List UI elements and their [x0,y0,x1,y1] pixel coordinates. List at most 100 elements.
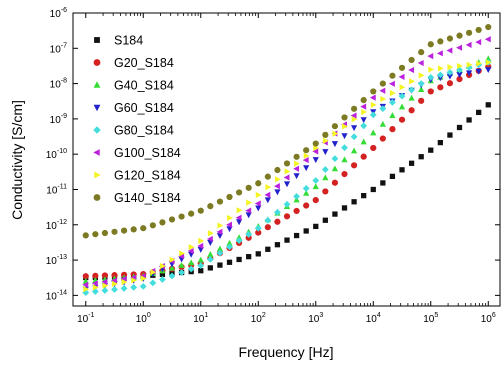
data-point [360,138,367,145]
data-point [235,237,243,245]
data-point [92,272,99,279]
data-point [235,189,243,196]
data-point [485,59,492,66]
data-point [216,228,223,235]
legend-marker [94,37,100,43]
data-point [313,223,319,230]
data-point [254,224,262,232]
data-point [226,243,233,251]
data-point [408,66,415,74]
data-point [465,70,473,77]
legend-label: G60_S184 [114,101,174,115]
data-point [408,107,415,114]
data-point [342,123,348,130]
data-point [111,286,118,293]
legend-label: G80_S184 [114,124,174,138]
data-point [476,109,482,116]
data-point [216,198,224,205]
data-point [217,222,224,229]
data-point [312,148,319,155]
data-point [331,123,339,130]
data-point [235,219,243,226]
data-point [389,126,396,133]
data-point [484,36,491,43]
data-point [294,160,301,167]
data-point [207,203,214,210]
data-point [293,165,300,172]
data-point [255,229,262,236]
data-point [446,73,454,80]
data-point [303,147,310,154]
data-point [188,259,195,266]
data-point [168,216,176,223]
data-point [436,71,444,79]
data-point [226,239,233,246]
data-point [370,101,377,108]
data-point [427,73,435,81]
data-point [475,26,482,34]
data-point [379,87,386,94]
data-point [226,221,232,228]
data-point [351,199,357,205]
data-point [245,207,252,214]
data-point [370,88,377,95]
data-point [293,232,300,239]
legend-item: G80_S184 [93,124,174,138]
data-point [322,188,329,195]
data-point [283,200,291,208]
data-point [284,168,291,175]
data-point [216,245,224,252]
legend-item: S184 [94,34,143,48]
data-point [92,231,99,238]
data-point [101,287,109,294]
legend-item: G140_S184 [93,191,181,205]
data-point [389,112,396,119]
data-point [274,176,281,183]
data-points [82,23,492,296]
data-point [446,35,454,42]
data-point [322,137,329,144]
data-point [255,251,261,257]
data-point [427,88,434,95]
data-point [264,197,271,204]
data-point [322,131,329,138]
data-point [380,95,387,103]
data-point [361,108,368,116]
data-point [101,278,108,285]
data-point [274,208,281,216]
legend-item: G60_S184 [93,101,174,115]
data-point [245,184,252,191]
data-point [178,213,185,220]
data-point [303,152,310,159]
data-point [102,282,109,289]
data-point [485,67,492,73]
data-point [456,66,463,74]
data-point [476,60,483,67]
series-g100-s184 [82,36,491,288]
x-tick-label: 105 [423,312,438,325]
legend-label: G20_S184 [114,56,174,70]
y-tick-label: 10-7 [50,42,67,55]
data-point [283,160,291,167]
data-point [159,271,166,277]
data-point [206,255,214,263]
data-point [120,275,127,283]
data-point [216,233,224,240]
data-point [408,160,415,166]
data-point [91,280,98,287]
data-point [361,193,367,199]
series-g140-s184 [82,23,492,239]
data-point [331,141,339,148]
data-point [130,283,138,291]
data-point [369,111,377,119]
data-point [360,103,367,110]
legend-marker [93,194,101,201]
data-point [197,262,205,269]
data-point [149,279,157,287]
data-point [399,167,405,173]
data-point [188,244,195,251]
data-point [112,280,118,287]
data-point [264,191,271,198]
data-point [350,162,358,169]
